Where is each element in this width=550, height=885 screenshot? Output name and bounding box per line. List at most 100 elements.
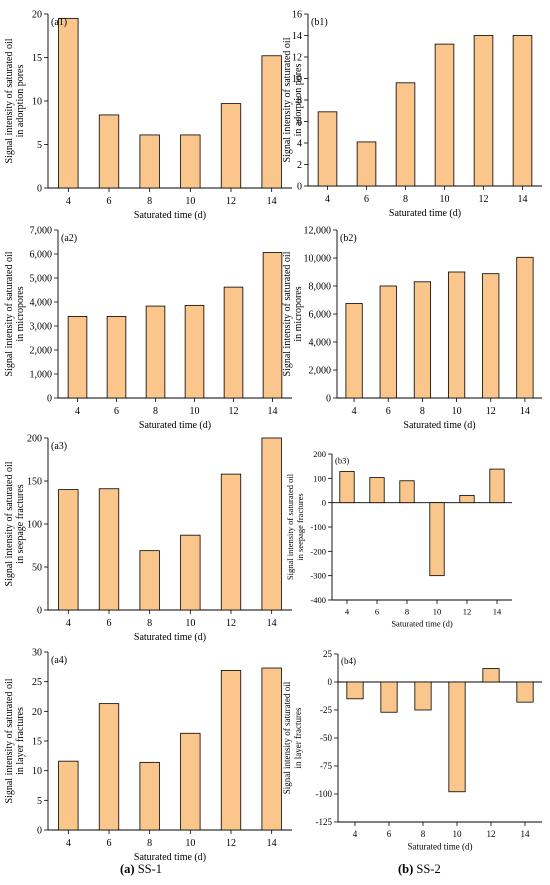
bar-14 — [261, 667, 282, 831]
y-tick-label: -50 — [320, 733, 332, 743]
y-axis-title: in seepage fractures — [295, 493, 305, 561]
y-tick-label: 0 — [326, 394, 331, 405]
y-tick-label: 2 — [297, 160, 302, 171]
y-tick-label: 15 — [32, 53, 42, 64]
bar-8 — [139, 550, 160, 611]
x-axis-title: Saturated time (d) — [134, 210, 206, 221]
bar-12 — [482, 273, 500, 399]
x-tick-label: 12 — [487, 829, 496, 839]
x-tick-label: 10 — [440, 194, 450, 205]
bar-6 — [356, 141, 377, 187]
x-tick-label: 8 — [147, 838, 152, 849]
x-tick-label: 12 — [226, 196, 236, 207]
panel-label: (a2) — [61, 233, 77, 244]
caption-a-label: (a) — [120, 862, 135, 876]
x-tick-label: 4 — [352, 406, 357, 417]
bar-4 — [58, 760, 79, 831]
x-tick-label: 12 — [486, 406, 496, 417]
x-tick-label: 8 — [153, 406, 158, 417]
x-tick-label: 4 — [75, 406, 80, 417]
x-axis-title: Saturated time (d) — [134, 632, 206, 643]
bar-10 — [184, 304, 205, 399]
y-axis-title: in layer fractures — [293, 707, 303, 768]
y-tick-label: 10 — [292, 74, 302, 85]
y-tick-label: 14 — [292, 31, 302, 42]
bar-4 — [346, 681, 364, 700]
x-tick-label: 4 — [66, 838, 71, 849]
x-tick-label: 10 — [185, 196, 195, 207]
x-tick-label: 8 — [147, 618, 152, 629]
y-tick-label: 150 — [27, 477, 42, 488]
y-tick-label: -400 — [310, 595, 326, 605]
y-axis-title: in layer fractures — [15, 707, 26, 775]
y-tick-label: 2,000 — [309, 366, 332, 377]
chart-b4: -125 -100 -75 -50 -25 0 25 4 6 8 10 12 14 Saturated t… — [282, 649, 542, 852]
x-tick-label: 4 — [66, 196, 71, 207]
x-tick-label: 14 — [267, 838, 277, 849]
y-tick-label: 0 — [47, 394, 52, 405]
y-tick-label: -100 — [310, 522, 326, 532]
x-tick-label: 6 — [107, 838, 112, 849]
chart-a2: 0 1,000 2,000 3,000 4,000 5,000 6,000 7,000 4 6 8 1… — [4, 226, 292, 431]
bar-12 — [220, 473, 242, 611]
caption-a-text: SS-1 — [137, 862, 163, 876]
bar-10 — [434, 43, 455, 187]
y-axis-title: Signal intensity of saturated oil — [4, 678, 15, 803]
x-tick-label: 14 — [521, 829, 531, 839]
y-tick-label: -125 — [316, 817, 333, 827]
x-tick-label: 14 — [520, 406, 530, 417]
y-axis-title: in micropores — [293, 286, 304, 341]
panel-label: (a3) — [51, 441, 67, 452]
x-tick-label: 10 — [185, 618, 195, 629]
x-tick-label: 14 — [267, 196, 277, 207]
bar-6 — [379, 285, 397, 399]
y-tick-label: 4,000 — [309, 338, 332, 349]
chart-a1: 0 5 10 15 20 4 6 8 10 12 14 Saturated time (d) Signa… — [4, 10, 292, 221]
y-tick-label: 7,000 — [30, 226, 53, 237]
x-tick-label: 12 — [226, 618, 236, 629]
panel-label: (a1) — [51, 17, 67, 28]
x-tick-label: 10 — [190, 406, 200, 417]
bar-12 — [459, 494, 475, 504]
x-tick-label: 8 — [421, 829, 426, 839]
bar-12 — [220, 103, 242, 189]
bar-14 — [262, 252, 283, 399]
bar-8 — [413, 281, 432, 399]
x-tick-label: 6 — [375, 607, 379, 617]
y-tick-label: 20 — [32, 707, 42, 718]
y-tick-label: 1,000 — [30, 370, 53, 381]
chart-b2: 0 2,000 4,000 6,000 8,000 10,000 12,000 4 6 8 10 12… — [282, 226, 542, 431]
y-tick-label: 0 — [37, 826, 42, 837]
x-axis-title: Saturated time (d) — [134, 852, 206, 863]
y-tick-label: 0 — [297, 182, 302, 193]
chart-a4: 0 5 10 15 20 25 30 4 6 8 10 12 14 Saturated time (d) S… — [4, 648, 292, 863]
x-tick-label: 6 — [114, 406, 119, 417]
y-axis-title: Signal intensity of saturated oil — [282, 681, 292, 794]
panel-label: (b4) — [341, 656, 356, 666]
y-tick-label: 0 — [328, 677, 333, 687]
x-tick-label: 6 — [107, 196, 112, 207]
y-tick-label: 8 — [297, 96, 302, 107]
x-tick-label: 8 — [147, 196, 152, 207]
bar-4 — [345, 303, 363, 399]
y-tick-label: -200 — [310, 546, 326, 556]
x-tick-label: 10 — [452, 406, 462, 417]
x-tick-label: 6 — [107, 618, 112, 629]
x-tick-label: 8 — [405, 607, 409, 617]
chart-b1: 0 2 4 6 8 10 12 14 16 4 6 8 10 12 14 Saturated time (d)… — [282, 10, 542, 219]
chart-a3: 0 50 100 150 200 4 6 8 10 12 14 Saturated time (d) S… — [4, 434, 292, 643]
bar-6 — [106, 315, 127, 399]
bar-8 — [139, 134, 160, 189]
x-tick-label: 4 — [353, 829, 358, 839]
y-tick-label: 4,000 — [30, 298, 53, 309]
bar-14 — [261, 55, 282, 189]
y-axis-title: in seepage fractures — [15, 484, 26, 564]
panel-label: (b2) — [340, 233, 357, 244]
bar-4 — [58, 489, 79, 611]
y-tick-label: 10 — [32, 97, 42, 108]
bar-12 — [482, 668, 500, 683]
y-tick-label: 10 — [32, 766, 42, 777]
bar-6 — [98, 488, 120, 611]
y-tick-label: 5 — [37, 796, 42, 807]
